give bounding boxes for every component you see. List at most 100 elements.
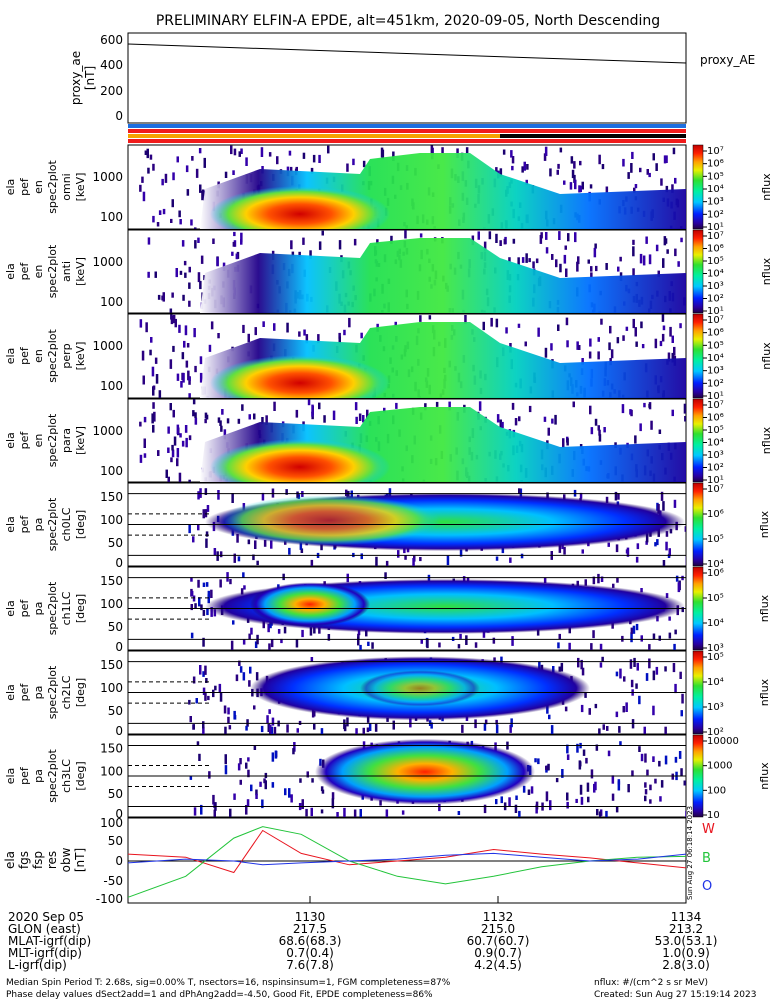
spectrogram-pixel bbox=[250, 784, 253, 792]
proxy-ae-line bbox=[127, 43, 687, 64]
spectrogram-pixel bbox=[464, 315, 467, 324]
series-legend: W B O bbox=[702, 822, 715, 894]
spectrogram-pixel bbox=[298, 251, 301, 258]
spectrogram-pixel bbox=[581, 549, 584, 554]
spectrogram-pixel bbox=[240, 232, 243, 243]
spectrogram-pixel bbox=[265, 415, 268, 425]
spectrogram-pixel bbox=[503, 238, 507, 245]
spectrogram-pixel bbox=[684, 526, 686, 532]
spectrogram-pixel bbox=[338, 240, 342, 250]
spectrogram-pixel bbox=[152, 424, 155, 433]
spectrogram-pixel bbox=[224, 765, 228, 775]
spectrogram-pixel bbox=[235, 674, 239, 682]
spectrogram-pixel bbox=[508, 797, 511, 807]
spectrogram-pixel bbox=[675, 575, 679, 582]
spectrogram-pixel bbox=[430, 145, 434, 155]
y-label-line: pef bbox=[18, 766, 31, 785]
spectrogram-pixel bbox=[474, 642, 478, 648]
spectrogram-pixel bbox=[648, 644, 651, 650]
y-label-line: ela bbox=[4, 348, 17, 365]
spectrogram-pixel bbox=[547, 763, 550, 771]
y-label-line: para bbox=[60, 428, 73, 453]
spectrogram-pixel bbox=[205, 414, 209, 420]
colorbar-tick-label: 10⁷ bbox=[707, 484, 724, 495]
spectrogram-pixel bbox=[629, 409, 632, 415]
spectrogram-pixel bbox=[143, 416, 147, 423]
spectrogram-pixel bbox=[189, 775, 193, 780]
spectrogram-pixel bbox=[650, 420, 653, 430]
spectrogram-pixel bbox=[224, 726, 227, 734]
spectrogram-pixel bbox=[632, 239, 635, 245]
spectrogram-pixel bbox=[170, 457, 173, 463]
spectrogram-pixel bbox=[219, 420, 222, 426]
spectrogram-pixel bbox=[655, 666, 659, 675]
spectrogram-pixel bbox=[565, 268, 568, 277]
spectrogram-pixel bbox=[573, 174, 576, 183]
spectrogram-pixel bbox=[483, 723, 487, 731]
spectrogram-pixel bbox=[152, 163, 155, 171]
spectrogram-pixel bbox=[252, 554, 255, 561]
spectrogram-pixel bbox=[680, 710, 683, 717]
spectrogram-pixel bbox=[638, 695, 641, 705]
spectrogram-pixel bbox=[658, 429, 662, 434]
spectrogram-pixel bbox=[224, 171, 228, 178]
spectrogram-pixel bbox=[615, 711, 619, 718]
spectrogram-pixel bbox=[594, 243, 597, 249]
spectrogram-pixel bbox=[313, 710, 316, 717]
spectrogram-pixel bbox=[255, 793, 258, 799]
spectrogram-pixel bbox=[286, 322, 289, 333]
spectrogram-pixel bbox=[348, 317, 351, 328]
tick-label: 50 bbox=[108, 704, 123, 718]
spectrogram-pixel bbox=[192, 595, 196, 602]
spectrogram-pixel bbox=[152, 402, 155, 409]
colorbar-tick-label: 10⁴ bbox=[707, 438, 724, 449]
spectrogram-pixel bbox=[180, 381, 183, 388]
y-label-line: [keV] bbox=[74, 173, 87, 202]
spectrogram-pixel bbox=[649, 784, 652, 791]
spectrogram-pixel bbox=[331, 798, 335, 809]
colorbar-tick-label: 10² bbox=[707, 294, 724, 305]
spectrogram-pixel bbox=[221, 409, 224, 415]
y-label-line: [nT] bbox=[73, 848, 87, 872]
spectrogram-pixel bbox=[310, 807, 313, 817]
tick-label: 0 bbox=[115, 854, 123, 868]
spectrogram-pixel bbox=[270, 639, 274, 648]
tick-label: 50 bbox=[108, 787, 123, 801]
spectrogram-pixel bbox=[194, 603, 197, 609]
spectrogram-pixel bbox=[673, 346, 676, 356]
spectrogram-pixel bbox=[532, 261, 535, 269]
footer-col-1134: 1134 213.2 53.0(53.1) 1.0(0.9) 2.8(3.0) bbox=[655, 910, 718, 972]
spectrogram-pixel bbox=[331, 792, 335, 800]
legend-W: W bbox=[702, 822, 715, 837]
y-label-line: [deg] bbox=[74, 594, 87, 623]
spectrogram-pixel bbox=[228, 725, 232, 730]
spectrogram-pixel bbox=[566, 744, 569, 754]
spectrogram-pixel bbox=[566, 438, 569, 446]
spectrogram-pixel bbox=[496, 414, 500, 423]
tick-label: 600 bbox=[100, 33, 123, 47]
spectrogram-pixel bbox=[332, 410, 336, 420]
tick-label: 50 bbox=[108, 620, 123, 634]
spectrogram-pixel bbox=[216, 551, 219, 561]
spectrogram-pixel bbox=[492, 637, 496, 644]
spectrogram-pixel bbox=[242, 672, 246, 681]
spectrogram-pixel bbox=[357, 633, 360, 639]
spectrogram-pixel bbox=[235, 253, 239, 260]
colorbar-tick-label: 100 bbox=[707, 785, 726, 796]
spectrogram-pixel bbox=[276, 156, 279, 165]
y-label-line: ch3LC bbox=[60, 759, 73, 793]
spectrogram-pixel bbox=[240, 239, 243, 245]
spectrogram-pixel bbox=[568, 642, 571, 650]
spectrogram-pixel bbox=[359, 809, 362, 817]
tick-label: 150 bbox=[100, 574, 123, 588]
spectrogram-pixel bbox=[147, 167, 150, 174]
spectrogram-pixel bbox=[550, 343, 553, 351]
spectrogram-pixel bbox=[288, 547, 291, 555]
spectrogram-pixel bbox=[589, 184, 593, 189]
footer-table: 2020 Sep 05 GLON (east) MLAT-igrf(dip) M… bbox=[6, 910, 756, 1000]
spectrogram-pixel bbox=[547, 427, 550, 436]
spectrogram-pixel bbox=[354, 402, 358, 411]
spectrogram-pixel bbox=[683, 780, 686, 786]
spectrogram-pixel bbox=[169, 308, 173, 313]
